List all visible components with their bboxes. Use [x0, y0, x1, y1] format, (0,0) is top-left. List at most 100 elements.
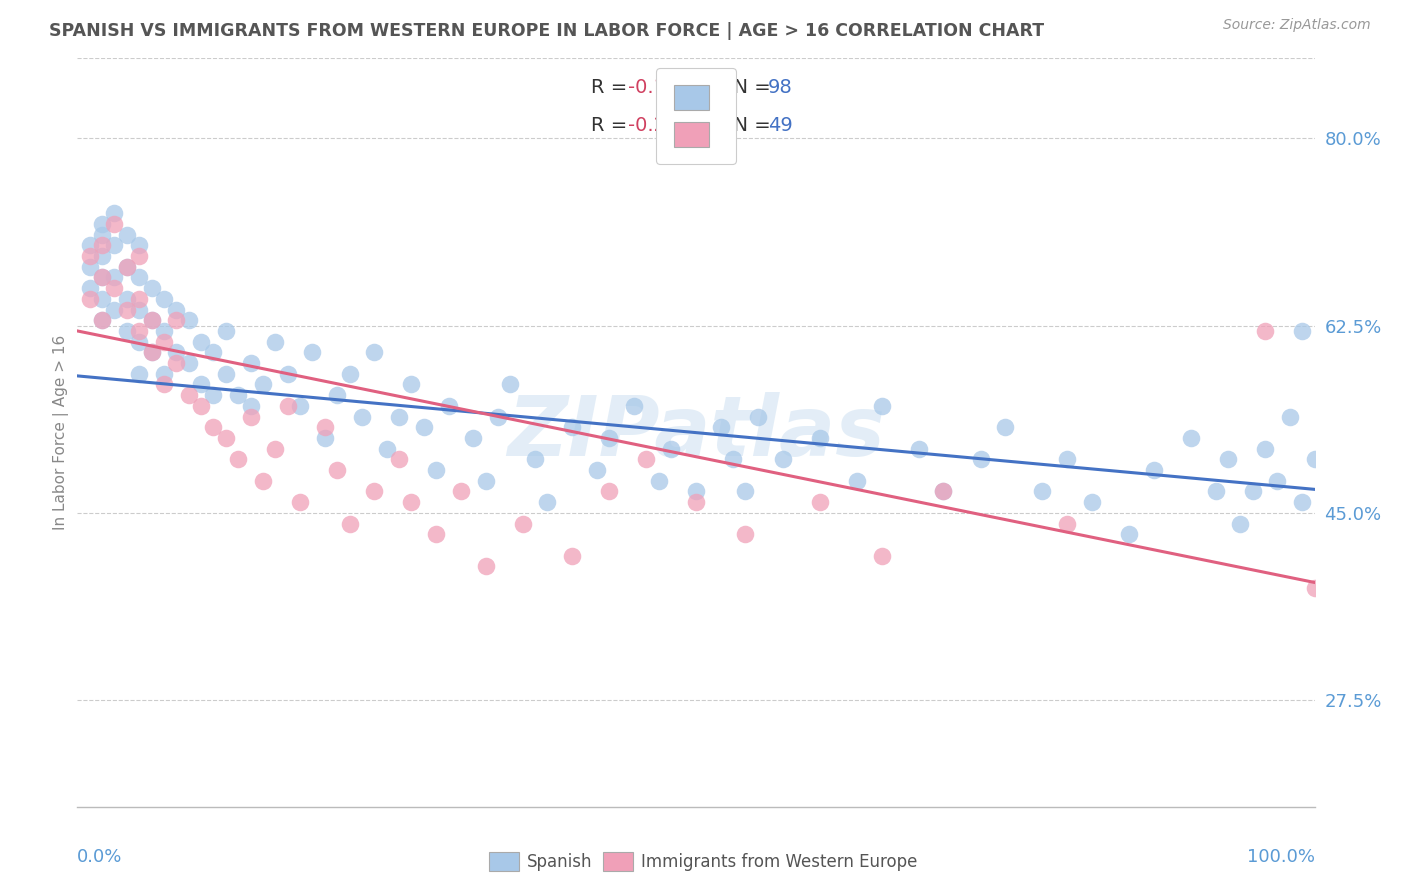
Point — [79, 292, 101, 306]
Point — [301, 345, 323, 359]
Point — [1291, 324, 1313, 338]
Point — [165, 302, 187, 317]
Point — [264, 334, 287, 349]
Point — [870, 549, 893, 563]
Point — [103, 217, 125, 231]
Point — [202, 388, 225, 402]
Point — [115, 324, 138, 338]
Point — [375, 442, 398, 456]
Point — [425, 527, 447, 541]
Point — [685, 484, 707, 499]
Point — [264, 442, 287, 456]
Text: N =: N = — [721, 116, 776, 135]
Point — [91, 238, 114, 252]
Point — [141, 313, 163, 327]
Point — [202, 345, 225, 359]
Point — [561, 420, 583, 434]
Point — [190, 334, 212, 349]
Point — [1216, 452, 1239, 467]
Legend: , : , — [657, 68, 735, 164]
Point — [91, 217, 114, 231]
Point — [512, 516, 534, 531]
Point — [932, 484, 955, 499]
Text: 98: 98 — [768, 78, 793, 97]
Point — [91, 313, 114, 327]
Text: 100.0%: 100.0% — [1247, 848, 1315, 866]
Point — [115, 292, 138, 306]
Point — [115, 260, 138, 274]
Point — [79, 238, 101, 252]
Point — [141, 345, 163, 359]
Point — [115, 302, 138, 317]
Point — [215, 367, 238, 381]
Point — [363, 345, 385, 359]
Point — [153, 377, 176, 392]
Point — [734, 527, 756, 541]
Point — [401, 377, 423, 392]
Point — [1267, 474, 1289, 488]
Point — [1229, 516, 1251, 531]
Point — [165, 345, 187, 359]
Point — [474, 559, 496, 574]
Text: Source: ZipAtlas.com: Source: ZipAtlas.com — [1223, 18, 1371, 32]
Point — [561, 549, 583, 563]
Point — [598, 431, 620, 445]
Point — [326, 388, 349, 402]
Point — [907, 442, 929, 456]
Text: -0.169: -0.169 — [628, 78, 690, 97]
Point — [128, 334, 150, 349]
Point — [226, 452, 249, 467]
Point — [202, 420, 225, 434]
Point — [721, 452, 744, 467]
Point — [1303, 581, 1326, 595]
Point — [710, 420, 733, 434]
Point — [239, 356, 262, 370]
Point — [277, 367, 299, 381]
Point — [1205, 484, 1227, 499]
Point — [450, 484, 472, 499]
Point — [79, 260, 101, 274]
Point — [91, 227, 114, 242]
Point — [314, 420, 336, 434]
Point — [474, 474, 496, 488]
Text: -0.279: -0.279 — [628, 116, 690, 135]
Point — [177, 313, 200, 327]
Point — [177, 356, 200, 370]
Point — [190, 399, 212, 413]
Point — [128, 292, 150, 306]
Point — [128, 270, 150, 285]
Point — [141, 345, 163, 359]
Point — [252, 474, 274, 488]
Point — [239, 399, 262, 413]
Text: 0.0%: 0.0% — [77, 848, 122, 866]
Point — [128, 238, 150, 252]
Point — [659, 442, 682, 456]
Point — [870, 399, 893, 413]
Point — [165, 313, 187, 327]
Point — [401, 495, 423, 509]
Text: R =: R = — [591, 78, 633, 97]
Point — [103, 270, 125, 285]
Point — [1056, 452, 1078, 467]
Point — [128, 367, 150, 381]
Point — [79, 281, 101, 295]
Point — [1118, 527, 1140, 541]
Point — [153, 334, 176, 349]
Point — [91, 270, 114, 285]
Point — [1241, 484, 1264, 499]
Text: N =: N = — [721, 78, 776, 97]
Text: ZIPatlas: ZIPatlas — [508, 392, 884, 473]
Point — [215, 431, 238, 445]
Point — [747, 409, 769, 424]
Point — [288, 495, 311, 509]
Point — [734, 484, 756, 499]
Point — [190, 377, 212, 392]
Legend: Spanish, Immigrants from Western Europe: Spanish, Immigrants from Western Europe — [481, 843, 925, 880]
Point — [128, 302, 150, 317]
Point — [103, 238, 125, 252]
Point — [363, 484, 385, 499]
Point — [1143, 463, 1166, 477]
Point — [969, 452, 991, 467]
Point — [388, 409, 411, 424]
Point — [623, 399, 645, 413]
